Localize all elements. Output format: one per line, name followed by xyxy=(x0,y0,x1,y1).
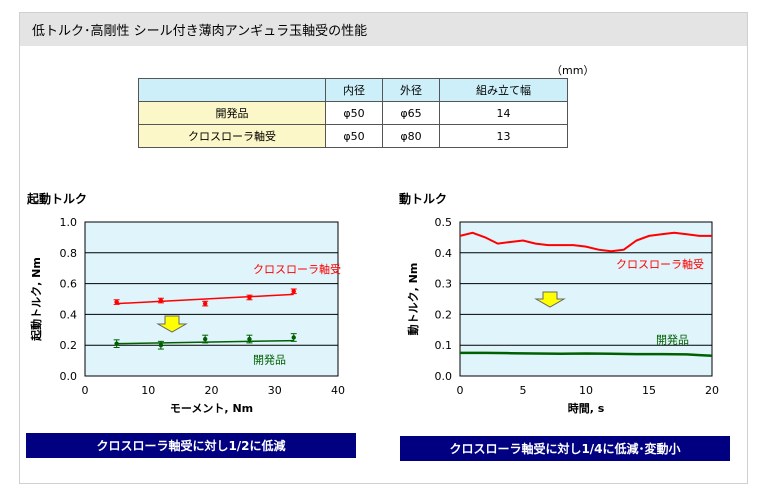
table-row-header: 開発品 xyxy=(138,101,326,125)
table-header-cell: 組み立て幅 xyxy=(439,78,568,102)
plot-area xyxy=(84,221,339,377)
start-torque-summary-banner: クロスローラ軸受に対し1/2に低減 xyxy=(26,433,356,458)
data-point xyxy=(202,336,208,342)
x-tick-label: 30 xyxy=(268,384,282,397)
x-tick-label: 0 xyxy=(82,384,89,397)
x-tick-label: 10 xyxy=(579,384,593,397)
x-axis-label: 時間, s xyxy=(568,401,605,415)
series-label-developed: 開発品 xyxy=(253,353,286,367)
series-line xyxy=(459,231,712,253)
y-tick-label: 0.3 xyxy=(435,278,453,291)
x-tick-label: 15 xyxy=(642,384,656,397)
y-tick-label: 0.4 xyxy=(60,308,78,321)
x-tick-label: 40 xyxy=(331,384,345,397)
table-header-row: 内径 外径 組み立て幅 xyxy=(138,78,568,102)
data-point xyxy=(247,336,252,342)
y-tick-label: 1.0 xyxy=(60,216,78,229)
table-cell: φ50 xyxy=(325,124,383,148)
y-tick-label: 0.6 xyxy=(60,278,78,291)
y-tick-label: 0.4 xyxy=(435,247,453,260)
data-point xyxy=(202,301,208,306)
data-point xyxy=(114,341,119,346)
chart-title-start-torque: 起動トルク xyxy=(27,192,88,206)
running-torque-chart: 0.0 0.1 0.2 0.3 0.4 0.5 0 5 10 15 20 時間, s 動トルク, Nm ク… xyxy=(406,216,719,415)
start-torque-chart: 0.0 0.2 0.4 0.6 0.8 1.0 0 10 20 30 40 モーメント, Nm 起動トル… xyxy=(29,216,345,415)
x-tick-label: 0 xyxy=(457,384,464,397)
y-tick-label: 0.0 xyxy=(435,370,453,383)
x-tick-label: 5 xyxy=(520,384,527,397)
down-arrow-icon xyxy=(156,315,188,333)
table-cell: φ50 xyxy=(325,101,383,125)
x-tick-label: 20 xyxy=(705,384,719,397)
data-point xyxy=(114,299,119,305)
x-tick-label: 10 xyxy=(141,384,155,397)
table-cell: 14 xyxy=(439,101,568,125)
y-axis-label: 起動トルク, Nm xyxy=(29,257,43,342)
series-label-cross-roller: クロスローラ軸受 xyxy=(253,262,341,276)
table-row: クロスローラ軸受 φ50 φ80 13 xyxy=(138,124,568,148)
down-arrow-icon xyxy=(534,291,566,308)
table-cell: φ80 xyxy=(382,124,440,148)
y-tick-label: 0.0 xyxy=(60,370,78,383)
series-label-cross-roller: クロスローラ軸受 xyxy=(616,257,704,271)
table-header-cell: 外径 xyxy=(382,78,440,102)
data-point xyxy=(291,335,296,340)
page-title: 低トルク･高剛性 シール付き薄肉アンギュラ玉軸受の性能 xyxy=(32,24,368,39)
chart-title-running-torque: 動トルク xyxy=(399,192,448,206)
y-tick-label: 0.8 xyxy=(60,247,78,260)
series-line xyxy=(460,351,713,357)
y-tick-label: 0.2 xyxy=(60,339,78,352)
spec-table: 内径 外径 組み立て幅 開発品 φ50 φ65 14 クロスローラ軸受 φ50 … xyxy=(138,78,568,148)
y-tick-label: 0.1 xyxy=(435,339,453,352)
data-point xyxy=(291,289,296,294)
x-tick-label: 20 xyxy=(205,384,219,397)
table-header-cell: 内径 xyxy=(325,78,383,102)
y-tick-label: 0.5 xyxy=(435,216,453,229)
title-bar: 低トルク･高剛性 シール付き薄肉アンギュラ玉軸受の性能 xyxy=(20,13,747,46)
trend-line xyxy=(116,293,294,305)
table-cell: φ65 xyxy=(382,101,440,125)
running-torque-summary-banner: クロスローラ軸受に対し1/4に低減･変動小 xyxy=(400,436,730,461)
series-label-developed: 開発品 xyxy=(656,333,689,347)
table-cell: 13 xyxy=(439,124,568,148)
table-row-header: クロスローラ軸受 xyxy=(138,124,326,148)
table-row: 開発品 φ50 φ65 14 xyxy=(138,101,568,125)
y-tick-label: 0.2 xyxy=(435,308,453,321)
unit-label: （mm） xyxy=(551,64,595,77)
data-point xyxy=(158,343,164,348)
x-axis-label: モーメント, Nm xyxy=(170,402,253,415)
plot-area xyxy=(459,221,713,377)
table-header-cell xyxy=(138,78,326,102)
data-point xyxy=(158,298,164,303)
y-axis-label: 動トルク, Nm xyxy=(406,263,420,336)
data-point xyxy=(247,295,252,300)
